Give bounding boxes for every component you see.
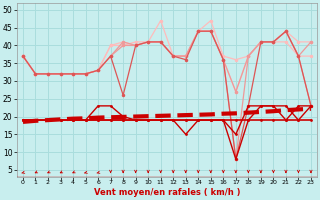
X-axis label: Vent moyen/en rafales ( km/h ): Vent moyen/en rafales ( km/h ) — [94, 188, 240, 197]
